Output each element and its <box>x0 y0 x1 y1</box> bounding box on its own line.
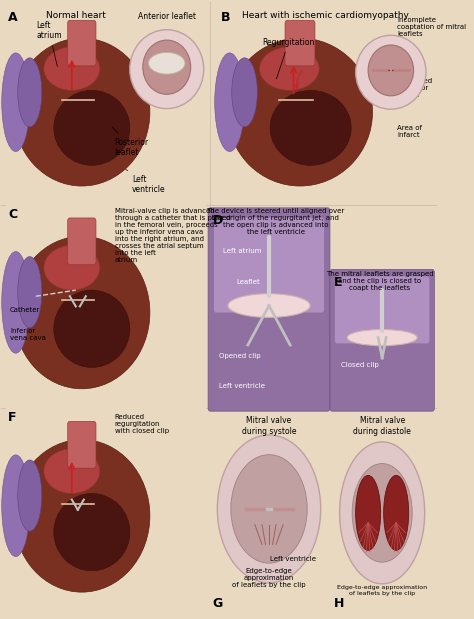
Ellipse shape <box>215 53 245 152</box>
Text: H: H <box>334 597 345 610</box>
Text: Restricted
posterior
leaflet: Restricted posterior leaflet <box>397 79 432 98</box>
Ellipse shape <box>18 58 42 127</box>
Ellipse shape <box>44 449 100 493</box>
Ellipse shape <box>54 90 130 165</box>
Ellipse shape <box>231 455 307 563</box>
Text: Area of
infarct: Area of infarct <box>397 124 422 137</box>
Text: Leaflet: Leaflet <box>237 279 260 285</box>
Ellipse shape <box>44 245 100 290</box>
Ellipse shape <box>347 329 417 346</box>
Text: The mitral leaflets are grasped
and the clip is closed to
coapt the leaflets: The mitral leaflets are grasped and the … <box>326 271 434 292</box>
FancyBboxPatch shape <box>68 218 96 265</box>
Ellipse shape <box>14 236 150 389</box>
Text: Left ventricle: Left ventricle <box>219 383 265 389</box>
Text: Mitral-valve clip is advanced
through a catheter that is placed
in the femoral v: Mitral-valve clip is advanced through a … <box>115 208 230 263</box>
Text: Incomplete
coaptation of mitral
leaflets: Incomplete coaptation of mitral leaflets <box>397 17 466 37</box>
Text: Anterior leaflet: Anterior leaflet <box>138 12 196 21</box>
Text: Closed clip: Closed clip <box>341 362 379 368</box>
FancyBboxPatch shape <box>332 414 432 612</box>
Ellipse shape <box>2 53 30 152</box>
Text: Mitral valve
during systole: Mitral valve during systole <box>242 416 296 436</box>
Ellipse shape <box>18 257 42 328</box>
FancyBboxPatch shape <box>208 208 330 411</box>
Text: Edge-to-edge
approximation
of leaflets by the clip: Edge-to-edge approximation of leaflets b… <box>232 568 306 588</box>
FancyBboxPatch shape <box>6 7 206 205</box>
Text: Inferior
vena cava: Inferior vena cava <box>10 328 46 341</box>
Text: B: B <box>221 11 231 24</box>
Text: Left ventricle: Left ventricle <box>270 556 316 562</box>
Text: Normal heart: Normal heart <box>46 11 106 20</box>
Text: Left atrium: Left atrium <box>223 248 262 254</box>
Text: Catheter: Catheter <box>10 306 40 313</box>
Ellipse shape <box>18 460 42 531</box>
Ellipse shape <box>228 38 373 186</box>
FancyBboxPatch shape <box>335 276 429 344</box>
Text: Mitral valve
during diastole: Mitral valve during diastole <box>353 416 411 436</box>
Text: Posterior
leaflet: Posterior leaflet <box>112 127 149 157</box>
FancyBboxPatch shape <box>219 7 432 205</box>
Ellipse shape <box>383 475 409 550</box>
Text: Reduced
regurgitation
with closed clip: Reduced regurgitation with closed clip <box>115 414 169 435</box>
Ellipse shape <box>232 58 257 127</box>
FancyBboxPatch shape <box>214 218 324 313</box>
Ellipse shape <box>54 493 130 571</box>
FancyBboxPatch shape <box>6 408 206 612</box>
Text: C: C <box>8 208 17 221</box>
Ellipse shape <box>14 439 150 592</box>
FancyBboxPatch shape <box>210 414 328 612</box>
Ellipse shape <box>356 475 381 550</box>
FancyBboxPatch shape <box>68 422 96 468</box>
Ellipse shape <box>44 47 100 90</box>
Text: Heart with ischemic cardiomyopathy: Heart with ischemic cardiomyopathy <box>242 11 409 20</box>
FancyBboxPatch shape <box>68 20 96 66</box>
Ellipse shape <box>2 251 30 353</box>
Text: Left
atrium: Left atrium <box>36 21 62 66</box>
FancyBboxPatch shape <box>6 205 206 408</box>
Text: F: F <box>8 411 17 424</box>
Ellipse shape <box>228 294 310 318</box>
Text: G: G <box>212 597 223 610</box>
Ellipse shape <box>339 442 425 584</box>
Ellipse shape <box>2 455 30 556</box>
Ellipse shape <box>259 47 319 90</box>
Ellipse shape <box>270 90 351 165</box>
Text: A: A <box>8 11 18 24</box>
Ellipse shape <box>54 290 130 368</box>
Text: Left
ventricle: Left ventricle <box>126 170 165 194</box>
Text: D: D <box>212 214 223 227</box>
Ellipse shape <box>352 464 412 562</box>
Text: The device is steered until aligned over
the origin of the regurgitant jet, and
: The device is steered until aligned over… <box>206 208 345 235</box>
FancyBboxPatch shape <box>285 20 315 66</box>
Text: Opened clip: Opened clip <box>219 353 261 358</box>
Ellipse shape <box>14 38 150 186</box>
FancyBboxPatch shape <box>330 269 434 411</box>
Text: Regurgitation: Regurgitation <box>263 38 315 79</box>
Text: E: E <box>334 275 343 288</box>
Text: Edge-to-edge approximation
of leaflets by the clip: Edge-to-edge approximation of leaflets b… <box>337 585 427 595</box>
Ellipse shape <box>217 435 321 583</box>
